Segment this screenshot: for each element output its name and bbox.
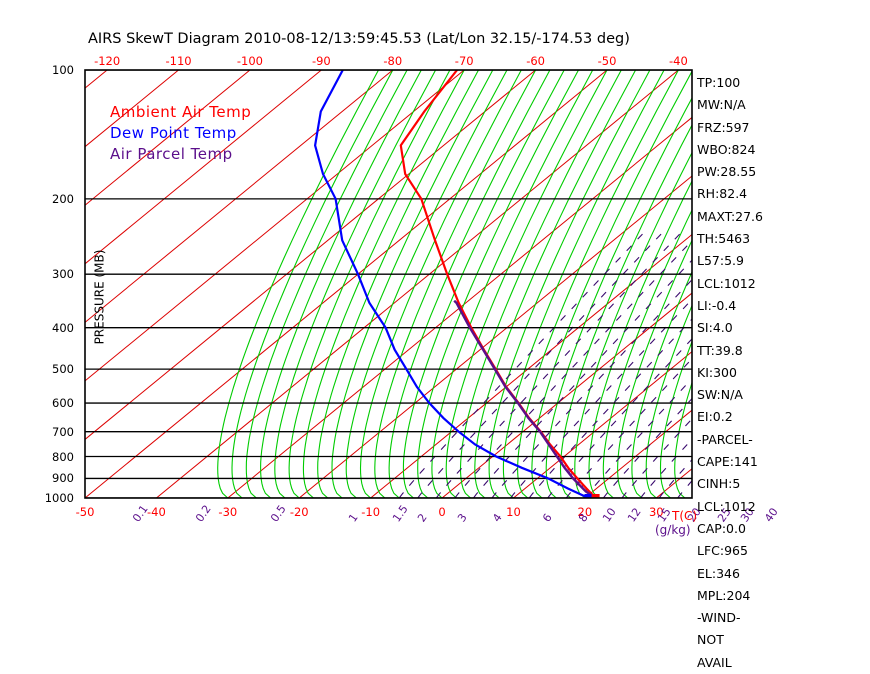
top-temp-tick: -100 xyxy=(236,54,264,68)
bottom-temp-tick: 20 xyxy=(577,505,593,519)
index-l57: L57:5.9 xyxy=(697,253,744,269)
index-lcl: LCL:1012 xyxy=(697,275,756,291)
pressure-tick: 800 xyxy=(52,449,74,464)
pressure-tick: 400 xyxy=(52,320,74,335)
index-parcel: -PARCEL- xyxy=(697,431,753,447)
temperature-axis-label: T(C) xyxy=(672,509,698,523)
index-cape: CAPE:141 xyxy=(697,454,758,470)
index-cap: CAP:0.0 xyxy=(697,520,746,536)
pressure-tick: 900 xyxy=(52,471,74,486)
pressure-tick: 600 xyxy=(52,396,74,411)
pressure-tick: 500 xyxy=(52,362,74,377)
index-lcl2: LCL:1012 xyxy=(697,498,756,514)
page-title: AIRS SkewT Diagram 2010-08-12/13:59:45.5… xyxy=(88,31,630,47)
bottom-temp-tick: -20 xyxy=(289,505,309,519)
series-1 xyxy=(313,70,589,498)
top-temp-tick: -90 xyxy=(311,54,331,68)
pressure-axis-label: PRESSURE (MB) xyxy=(92,249,107,345)
index-wind: -WIND- xyxy=(697,610,741,626)
index-wbo: WBO:824 xyxy=(697,141,756,157)
index-rh: RH:82.4 xyxy=(697,186,748,202)
index-el: EL:346 xyxy=(697,565,740,581)
top-temp-tick: -50 xyxy=(597,54,617,68)
pressure-tick: 100 xyxy=(52,63,74,77)
index-pw: PW:28.55 xyxy=(697,164,757,180)
legend-item-1: Dew Point Temp xyxy=(110,124,237,142)
index-frz: FRZ:597 xyxy=(697,119,750,135)
index-avail: AVAIL xyxy=(697,654,732,670)
legend-item-2: Air Parcel Temp xyxy=(110,145,233,163)
index-li: LI:-0.4 xyxy=(697,297,737,313)
bottom-temp-tick: 0 xyxy=(438,505,446,519)
top-temp-tick: -40 xyxy=(669,54,688,68)
bottom-temp-tick: -10 xyxy=(361,505,381,519)
bottom-temp-tick: -40 xyxy=(147,505,166,519)
top-temp-tick: -110 xyxy=(165,54,192,68)
index-mpl: MPL:204 xyxy=(697,587,751,603)
top-temp-tick: -120 xyxy=(94,54,121,68)
index-sw: SW:N/A xyxy=(697,387,743,403)
index-ki: KI:300 xyxy=(697,364,737,380)
skewt-plot xyxy=(84,69,693,499)
top-temp-tick: -70 xyxy=(454,54,474,68)
mixing-ratio-axis-label: (g/kg) xyxy=(655,523,691,537)
top-temp-tick: -80 xyxy=(383,54,403,68)
bottom-temp-tick: 10 xyxy=(506,505,521,519)
index-tp: TP:100 xyxy=(697,75,741,90)
bottom-temp-tick: -50 xyxy=(75,505,95,519)
index-si: SI:4.0 xyxy=(697,320,733,336)
legend-item-0: Ambient Air Temp xyxy=(110,103,252,121)
bottom-temp-tick: -30 xyxy=(218,505,238,519)
pressure-tick: 200 xyxy=(52,191,74,206)
index-lfc: LFC:965 xyxy=(697,543,748,559)
series-2 xyxy=(453,299,597,498)
pressure-tick: 1000 xyxy=(44,491,74,505)
sounding-indices-panel: TP:100 MW:N/A FRZ:597 WBO:824 PW:28.55 RH:82.… xyxy=(697,72,817,674)
index-tt: TT:39.8 xyxy=(697,342,743,358)
index-ei: EI:0.2 xyxy=(697,409,733,425)
index-mw: MW:N/A xyxy=(697,97,746,113)
bottom-temp-tick: 30 xyxy=(648,505,664,519)
pressure-tick: 300 xyxy=(52,267,74,282)
index-cinh: CINH:5 xyxy=(697,476,741,492)
index-th: TH:5463 xyxy=(697,231,751,247)
pressure-tick: 700 xyxy=(52,424,74,439)
index-maxt: MAXT:27.6 xyxy=(697,208,763,224)
top-temp-tick: -60 xyxy=(526,54,545,68)
index-not: NOT xyxy=(697,632,724,648)
